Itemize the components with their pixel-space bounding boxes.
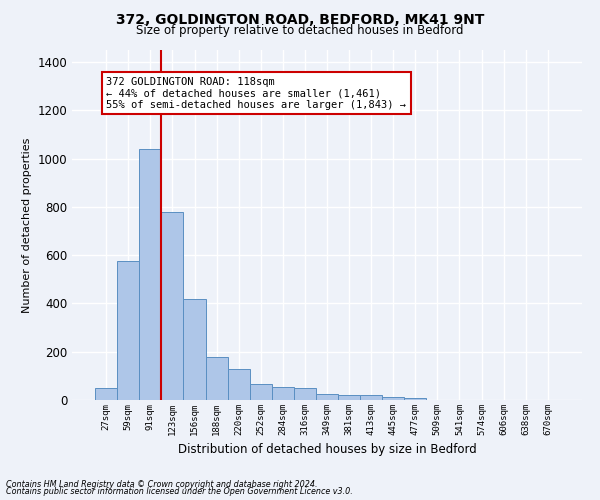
- Bar: [382, 397, 404, 400]
- Bar: [117, 261, 139, 400]
- Bar: [338, 394, 360, 400]
- Bar: [95, 388, 117, 400]
- Text: 372 GOLDINGTON ROAD: 118sqm
← 44% of detached houses are smaller (1,461)
55% of : 372 GOLDINGTON ROAD: 118sqm ← 44% of det…: [106, 76, 406, 110]
- Bar: [250, 384, 272, 400]
- Bar: [294, 388, 316, 400]
- X-axis label: Distribution of detached houses by size in Bedford: Distribution of detached houses by size …: [178, 444, 476, 456]
- Bar: [206, 356, 227, 400]
- Bar: [404, 398, 427, 400]
- Y-axis label: Number of detached properties: Number of detached properties: [22, 138, 32, 312]
- Text: Size of property relative to detached houses in Bedford: Size of property relative to detached ho…: [136, 24, 464, 37]
- Bar: [184, 298, 206, 400]
- Text: Contains public sector information licensed under the Open Government Licence v3: Contains public sector information licen…: [6, 487, 353, 496]
- Bar: [316, 394, 338, 400]
- Bar: [161, 212, 184, 400]
- Bar: [360, 395, 382, 400]
- Bar: [139, 149, 161, 400]
- Text: Contains HM Land Registry data © Crown copyright and database right 2024.: Contains HM Land Registry data © Crown c…: [6, 480, 317, 489]
- Text: 372, GOLDINGTON ROAD, BEDFORD, MK41 9NT: 372, GOLDINGTON ROAD, BEDFORD, MK41 9NT: [116, 12, 484, 26]
- Bar: [227, 368, 250, 400]
- Bar: [272, 386, 294, 400]
